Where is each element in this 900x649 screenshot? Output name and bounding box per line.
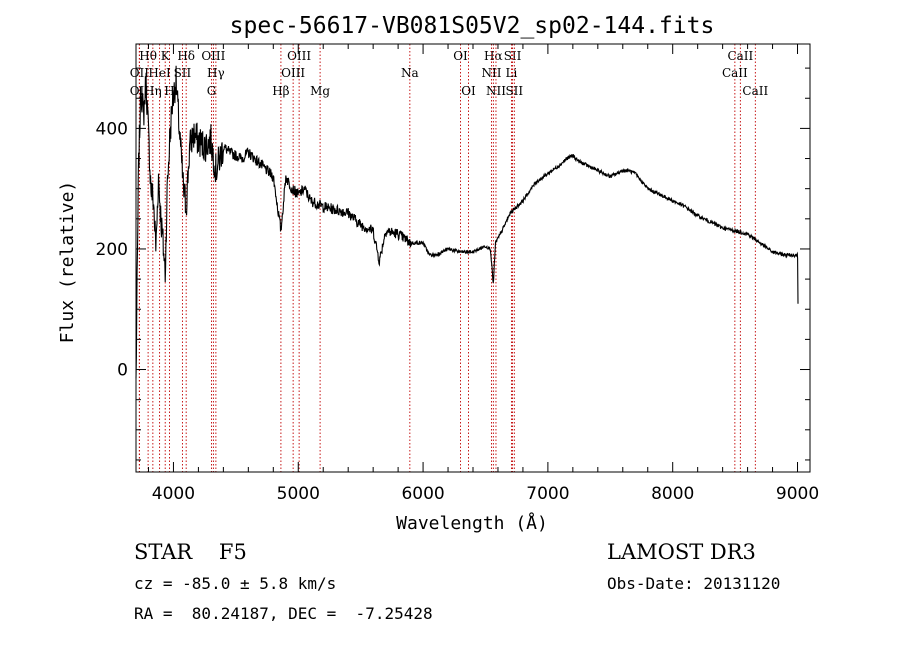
x-tick-label-2: 6000 — [401, 484, 444, 504]
line-label-13: OIII — [281, 66, 305, 80]
line-label-19: Hα — [484, 49, 503, 63]
line-label-2: OII — [130, 84, 150, 98]
line-label-10: Hγ — [207, 66, 225, 80]
line-label-8: Hδ — [177, 49, 195, 63]
line-label-20: NII — [481, 66, 501, 80]
plot-frame — [135, 43, 811, 473]
axis-ticks: 4000 5000 6000 7000 8000 9000 0 200 400 — [96, 44, 819, 504]
spectrum-chart: spec-56617-VB081S05V2_sp02-144.fits OIIH… — [57, 13, 819, 534]
chart-title: spec-56617-VB081S05V2_sp02-144.fits — [230, 13, 715, 39]
x-tick-label-3: 7000 — [526, 484, 569, 504]
line-label-24: SII — [505, 84, 523, 98]
line-label-23: Li — [506, 66, 518, 80]
coordinates: RA = 80.24187, DEC = -7.25428 — [134, 604, 433, 623]
x-axis-label: Wavelength (Å) — [396, 512, 548, 534]
line-label-4: Hη — [144, 84, 162, 98]
line-label-5: K — [161, 49, 171, 63]
line-label-11: G — [207, 84, 217, 98]
y-tick-label-2: 400 — [96, 119, 128, 139]
observation-date: Obs-Date: 20131120 — [607, 574, 781, 593]
line-label-7: H — [164, 84, 174, 98]
line-label-6: SII — [174, 66, 192, 80]
x-tick-label-5: 9000 — [776, 484, 819, 504]
line-label-9: OIII — [201, 49, 225, 63]
x-tick-label-1: 5000 — [277, 484, 320, 504]
line-label-17: OI — [453, 49, 468, 63]
y-tick-label-1: 200 — [96, 240, 128, 260]
object-class: STAR F5 — [134, 540, 247, 564]
line-label-16: Na — [401, 66, 419, 80]
y-tick-label-0: 0 — [117, 361, 128, 381]
line-label-12: OIII — [287, 49, 311, 63]
y-axis-label: Flux (relative) — [57, 181, 78, 344]
line-label-3: HeI — [148, 66, 171, 80]
spectrum-line — [135, 65, 799, 379]
line-label-21: NII — [486, 84, 506, 98]
line-label-25: CaII — [727, 49, 753, 63]
line-label-14: Hβ — [272, 84, 289, 98]
survey-name: LAMOST DR3 — [607, 540, 756, 564]
line-label-26: CaII — [722, 66, 748, 80]
x-tick-label-4: 8000 — [651, 484, 694, 504]
redshift-velocity: cz = -85.0 ± 5.8 km/s — [134, 574, 337, 593]
x-tick-label-0: 4000 — [152, 484, 195, 504]
line-label-1: Hθ — [139, 49, 157, 63]
line-label-27: CaII — [742, 84, 768, 98]
line-label-18: OI — [461, 84, 476, 98]
line-label-22: SII — [504, 49, 522, 63]
line-label-15: Mg — [310, 84, 330, 98]
